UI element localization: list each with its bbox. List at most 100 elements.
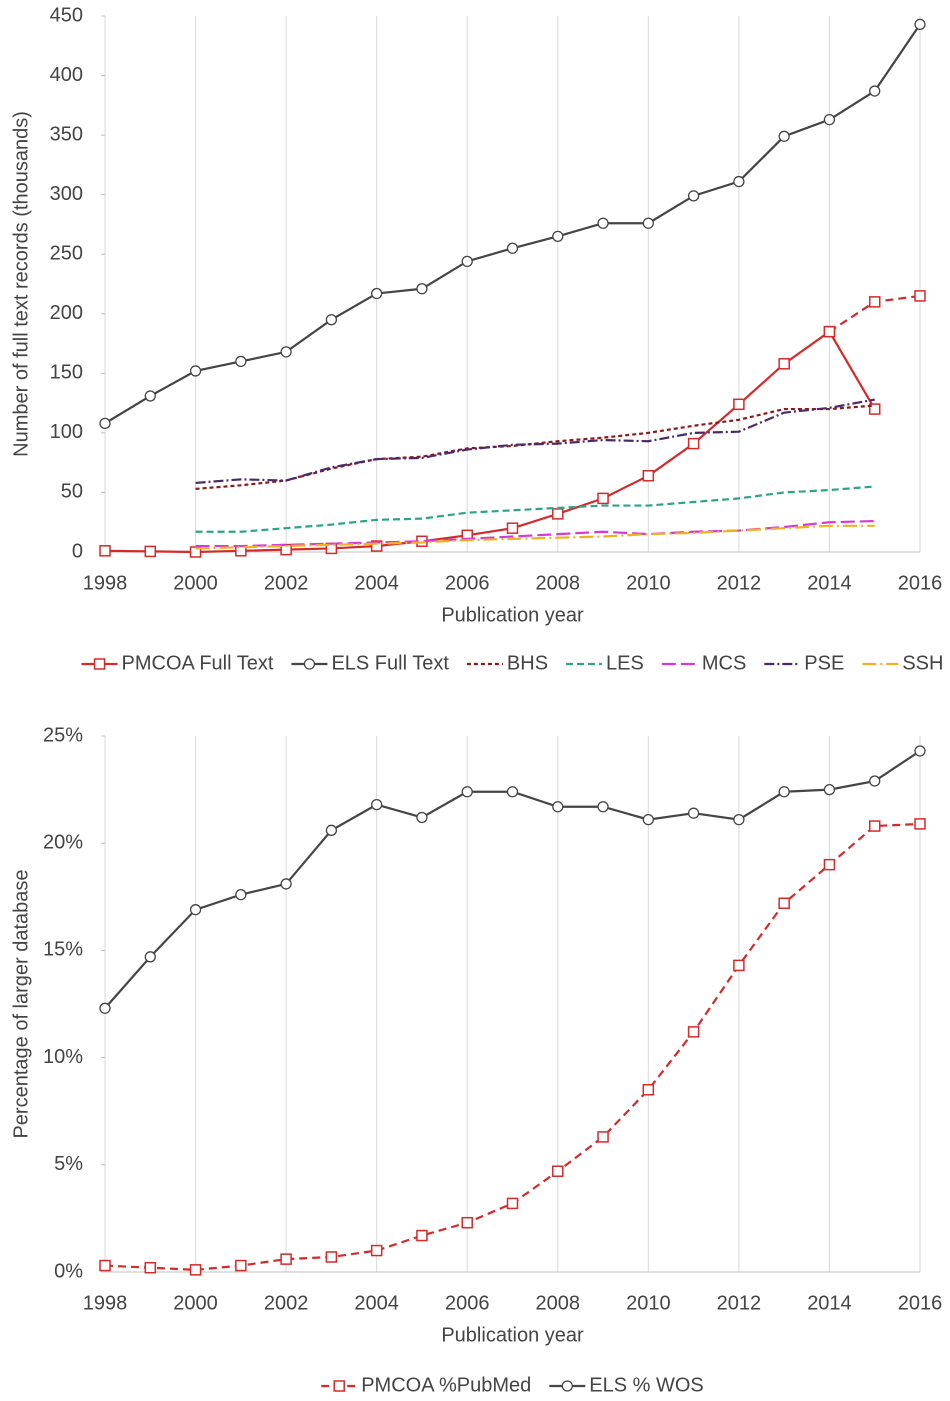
circle-marker — [823, 113, 836, 126]
circle-marker — [823, 783, 836, 796]
x-tick-label: 2010 — [626, 572, 671, 594]
square-marker — [823, 858, 836, 871]
circle-marker — [733, 813, 745, 826]
square-marker — [325, 1251, 338, 1263]
y-tick-label: 200 — [50, 302, 83, 324]
square-marker — [552, 508, 564, 520]
circle-marker — [461, 255, 473, 268]
legend: PMCOA %PubMed ELS % WOS — [321, 1374, 704, 1396]
circle-marker — [99, 417, 111, 430]
circle-marker — [552, 230, 564, 243]
square-marker — [597, 1131, 609, 1143]
circle-marker — [189, 904, 202, 916]
square-marker — [868, 296, 881, 308]
x-tick-label: 2002 — [264, 1292, 309, 1314]
legend: PMCOA Full Text ELS Full Text BHS LES MCS PSE… — [81, 652, 943, 674]
square-marker — [687, 437, 700, 450]
square-marker — [506, 522, 519, 534]
circle-marker — [642, 813, 654, 826]
circle-marker — [280, 346, 292, 358]
x-tick-label: 2014 — [807, 572, 852, 594]
square-marker — [642, 470, 655, 482]
square-marker — [333, 1380, 345, 1392]
x-tick-label: 1998 — [83, 1292, 128, 1314]
y-tick-label: 100 — [50, 421, 83, 443]
circle-marker — [687, 190, 700, 202]
circle-marker — [869, 775, 881, 787]
x-tick-label: 2014 — [807, 1292, 852, 1314]
y-tick-label: 300 — [50, 183, 83, 205]
series-line — [195, 519, 875, 548]
circle-marker — [416, 811, 428, 824]
square-marker — [99, 1259, 111, 1272]
circle-marker — [869, 85, 881, 97]
square-marker — [506, 1197, 519, 1210]
circle-marker — [144, 390, 156, 402]
y-tick-label: 15% — [43, 939, 83, 961]
legend-label: ELS % WOS — [589, 1374, 703, 1396]
y-tick-label: 400 — [50, 64, 83, 86]
circle-marker — [778, 130, 790, 142]
circle-marker — [416, 283, 428, 295]
square-marker — [914, 818, 926, 830]
square-marker — [733, 959, 745, 972]
y-tick-label: 250 — [50, 243, 83, 265]
circle-marker — [642, 217, 654, 229]
square-marker — [868, 820, 881, 832]
circle-marker — [371, 287, 383, 300]
circle-marker — [189, 365, 202, 377]
x-tick-label: 2008 — [536, 1292, 581, 1314]
square-marker — [778, 358, 790, 370]
circle-marker — [235, 889, 247, 901]
y-tick-label: 50 — [61, 481, 83, 503]
series-line — [104, 23, 921, 425]
y-tick-label: 450 — [50, 4, 83, 26]
y-tick-label: 0% — [54, 1260, 83, 1282]
circle-marker — [506, 786, 519, 798]
circle-marker — [914, 18, 926, 30]
circle-marker — [144, 951, 156, 963]
x-tick-label: 2002 — [264, 572, 309, 594]
x-tick-label: 2016 — [898, 572, 943, 594]
x-tick-label: 2000 — [173, 1292, 218, 1314]
circle-marker — [99, 1002, 111, 1014]
circle-marker — [303, 658, 316, 670]
x-tick-label: 2016 — [898, 1292, 943, 1314]
square-marker — [370, 540, 383, 552]
y-tick-label: 150 — [50, 362, 83, 384]
square-marker — [144, 1261, 157, 1274]
x-tick-label: 2004 — [354, 572, 399, 594]
x-tick-label: 2008 — [536, 572, 581, 594]
circle-marker — [561, 1380, 573, 1392]
square-marker — [778, 897, 790, 909]
square-marker — [823, 325, 836, 338]
series-line — [195, 524, 875, 550]
legend-label: PMCOA Full Text — [122, 652, 274, 674]
square-marker — [461, 1216, 473, 1229]
circle-marker — [597, 217, 609, 229]
square-marker — [235, 1259, 247, 1272]
y-tick-label: 10% — [43, 1046, 83, 1068]
x-axis-label: Publication year — [441, 1324, 584, 1346]
y-tick-label: 20% — [43, 831, 83, 853]
circle-marker — [552, 801, 564, 813]
square-marker — [416, 1229, 428, 1242]
series-line — [195, 398, 875, 485]
legend-label: BHS — [507, 652, 548, 674]
x-tick-label: 2010 — [626, 1292, 671, 1314]
square-marker — [642, 1084, 655, 1096]
square-marker — [552, 1165, 564, 1177]
y-tick-label: 0 — [72, 540, 83, 562]
legend-label: MCS — [702, 652, 746, 674]
square-marker — [93, 658, 106, 670]
square-marker — [280, 1253, 292, 1265]
x-tick-label: 2012 — [717, 572, 762, 594]
y-axis-label: Percentage of larger database — [10, 869, 32, 1138]
x-tick-label: 2000 — [173, 572, 218, 594]
x-tick-label: 2006 — [445, 572, 490, 594]
circle-marker — [778, 786, 790, 798]
y-axis-label: Number of full text records (thousands) — [10, 111, 32, 457]
circle-marker — [687, 807, 700, 819]
square-marker — [370, 1244, 383, 1257]
